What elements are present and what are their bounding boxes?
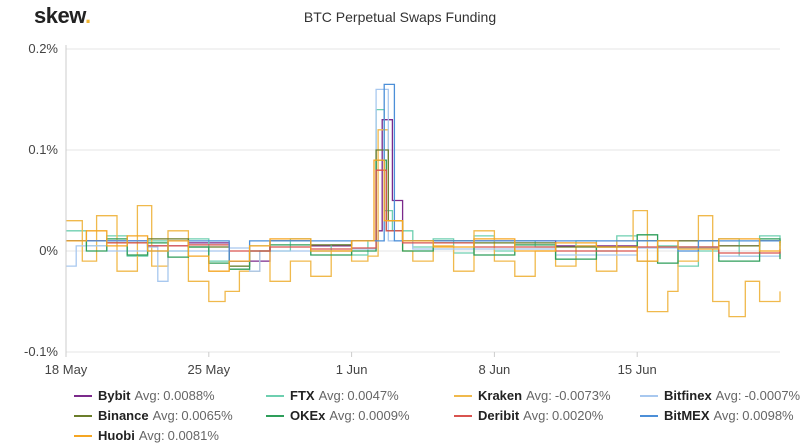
series-line-bitmex (66, 83, 780, 262)
legend-avg-value: 0.0098% (742, 408, 794, 423)
legend-swatch (640, 394, 658, 397)
legend-swatch (454, 394, 472, 397)
legend-series-name: Bitfinex (664, 388, 712, 403)
legend-avg-label: Avg: (329, 408, 356, 423)
legend-item-huobi[interactable]: Huobi Avg: 0.0081% (74, 428, 219, 443)
legend-avg-label: Avg: (318, 388, 345, 403)
legend-item-ftx[interactable]: FTX Avg: 0.0047% (266, 388, 399, 403)
x-tick-label: 18 May (45, 362, 88, 377)
legend-series-name: Bybit (98, 388, 131, 403)
legend-series-name: BitMEX (664, 408, 710, 423)
legend-avg-label: Avg: (523, 408, 549, 423)
y-tick-label: 0% (39, 243, 58, 258)
legend-item-bybit[interactable]: Bybit Avg: 0.0088% (74, 388, 215, 403)
legend-swatch (74, 414, 92, 417)
legend-avg-value: 0.0009% (358, 408, 410, 423)
series-line-bybit (66, 119, 780, 262)
brand-logo: skew. (34, 3, 91, 29)
legend-item-binance[interactable]: Binance Avg: 0.0065% (74, 408, 233, 423)
legend-item-bitmex[interactable]: BitMEX Avg: 0.0098% (640, 408, 794, 423)
legend-swatch (74, 394, 92, 397)
series-layer (66, 83, 781, 318)
legend-swatch (266, 394, 284, 397)
y-tick-label: 0.2% (28, 41, 58, 56)
series-line-okex (66, 159, 781, 270)
legend-swatch (640, 414, 658, 417)
legend-avg-value: -0.0007% (744, 388, 800, 403)
x-tick-label: 8 Jun (478, 362, 510, 377)
legend-swatch (454, 414, 472, 417)
brand-name: skew (34, 3, 86, 28)
legend-swatch (74, 434, 92, 437)
legend-item-deribit[interactable]: Deribit Avg: 0.0020% (454, 408, 603, 423)
legend-series-name: Binance (98, 408, 149, 423)
legend-avg-value: 0.0088% (163, 388, 215, 403)
series-line-bitfinex (66, 88, 781, 282)
legend-avg-value: 0.0020% (551, 408, 604, 423)
legend-avg-value: -0.0073% (554, 388, 611, 403)
legend-avg-value: 0.0065% (181, 408, 233, 423)
series-line-huobi (66, 159, 781, 272)
legend-avg-label: Avg: (138, 428, 165, 443)
legend-series-name: FTX (290, 388, 315, 403)
legend-series-name: OKEx (290, 408, 326, 423)
x-tick-label: 1 Jun (336, 362, 368, 377)
legend-avg-label: Avg: (526, 388, 552, 403)
chart-title: BTC Perpetual Swaps Funding (303, 9, 497, 25)
x-tick-label: 25 May (187, 362, 230, 377)
legend-avg-label: Avg: (152, 408, 179, 423)
legend-item-kraken[interactable]: Kraken Avg: -0.0073% (454, 388, 611, 403)
chart-grid (66, 48, 780, 353)
series-line-kraken (66, 129, 781, 318)
legend-item-bitfinex[interactable]: Bitfinex Avg: -0.0007% (640, 388, 800, 403)
y-tick-label: 0.1% (28, 142, 58, 157)
legend-avg-value: 0.0081% (167, 428, 219, 443)
legend-series-name: Deribit (478, 408, 520, 423)
legend-avg-label: Avg: (713, 408, 740, 423)
legend-item-okex[interactable]: OKEx Avg: 0.0009% (266, 408, 410, 423)
y-tick-label: -0.1% (24, 344, 58, 359)
legend-series-name: Kraken (478, 388, 523, 403)
legend-avg-label: Avg: (134, 388, 161, 403)
brand-dot: . (85, 3, 91, 28)
axis-layer: 0.2% 0.1% 0% -0.1% 18 May 25 May 1 Jun 8 Jun 15 … (24, 41, 657, 377)
legend-series-name: Huobi (98, 428, 135, 443)
x-tick-label: 15 Jun (618, 362, 657, 377)
legend-avg-value: 0.0047% (347, 388, 399, 403)
legend-swatch (266, 414, 284, 417)
legend-avg-label: Avg: (715, 388, 742, 403)
